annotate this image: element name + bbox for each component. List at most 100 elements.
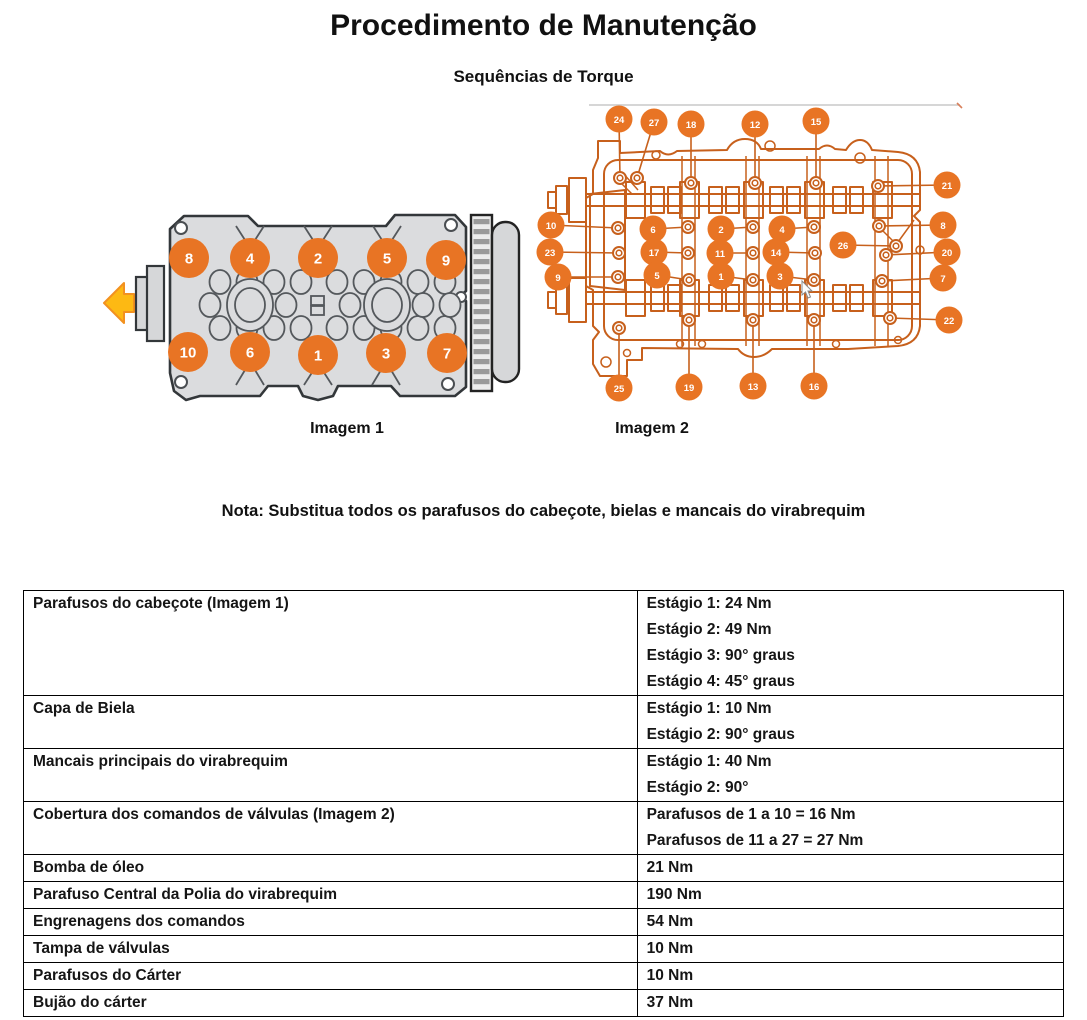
spec-line: 190 Nm [646, 886, 702, 903]
table-row: Bujão do cárter 37 Nm [23, 989, 1065, 1017]
head-bolt-marker-1: 1 [298, 335, 338, 375]
gear-icon [469, 213, 521, 393]
table-row: Bomba de óleo 21 Nm [23, 854, 1065, 882]
left-arrow-icon [103, 282, 135, 324]
cover-bolt-marker-21: 21 [871, 171, 961, 199]
torque-spec-cell: Estágio 1: 40 Nm Estágio 2: 90° [636, 748, 1065, 802]
svg-text:4: 4 [779, 225, 785, 236]
rail-holes [600, 140, 903, 368]
cover-bolt-marker-3: 3 [766, 262, 821, 290]
spec-line: Parafusos de 11 a 27 = 27 Nm [646, 832, 864, 849]
torque-spec-cell: 10 Nm [636, 962, 1065, 990]
spec-line: 21 Nm [646, 859, 694, 876]
component-cell: Engrenagens dos comandos [23, 908, 638, 936]
cover-bolt-marker-25: 25 [605, 321, 633, 402]
svg-text:23: 23 [545, 248, 556, 259]
cover-bolt-marker-27: 27 [630, 108, 668, 185]
cover-bolt-marker-13: 13 [739, 313, 767, 400]
cover-bolt-marker-7: 7 [875, 264, 957, 292]
cylinder-head-diagram: 8 4 2 5 9 10 6 1 3 7 [103, 213, 521, 402]
cover-bolt-marker-16: 16 [800, 313, 828, 400]
svg-text:19: 19 [684, 383, 695, 394]
cover-bolt-marker-24: 24 [605, 105, 633, 185]
crank-snout [134, 264, 166, 343]
table-row: Mancais principais do virabrequim Estágio… [23, 748, 1065, 802]
head-bolt-marker-4: 4 [230, 238, 270, 278]
svg-text:2: 2 [314, 251, 322, 268]
cover-bolt-marker-19: 19 [675, 313, 703, 401]
head-bolt-marker-6: 6 [230, 332, 270, 372]
cover-bolt-marker-1: 1 [707, 262, 760, 290]
spec-line: 54 Nm [646, 913, 694, 930]
svg-text:4: 4 [246, 251, 255, 268]
torque-spec-cell: 54 Nm [636, 908, 1065, 936]
component-cell: Parafusos do cabeçote (Imagem 1) [23, 590, 638, 696]
svg-text:14: 14 [771, 248, 782, 259]
component-cell: Parafusos do Cárter [23, 962, 638, 990]
component-cell: Capa de Biela [23, 695, 638, 749]
svg-text:22: 22 [944, 316, 955, 327]
svg-text:5: 5 [654, 271, 660, 282]
torque-spec-cell: 37 Nm [636, 989, 1065, 1017]
cover-bolt-marker-12: 12 [741, 110, 769, 190]
svg-text:10: 10 [546, 221, 557, 232]
svg-text:24: 24 [614, 115, 625, 126]
head-bolt-marker-2: 2 [298, 238, 338, 278]
cover-bolt-marker-8: 8 [872, 211, 957, 239]
spec-line: Estágio 2: 49 Nm [646, 621, 772, 638]
page-title: Procedimento de Manutenção [330, 9, 757, 42]
table-row: Cobertura dos comandos de válvulas (Imag… [23, 801, 1065, 855]
svg-text:8: 8 [185, 251, 193, 268]
svg-text:6: 6 [650, 225, 655, 236]
table-row: Tampa de válvulas 10 Nm [23, 935, 1065, 963]
cover-bolt-marker-11: 11 [706, 239, 760, 267]
svg-text:7: 7 [443, 346, 451, 363]
svg-text:13: 13 [748, 382, 759, 393]
svg-text:9: 9 [442, 253, 450, 270]
svg-text:18: 18 [686, 120, 697, 131]
table-row: Capa de Biela Estágio 1: 10 Nm Estágio 2: … [23, 695, 1065, 749]
table-row: Parafusos do Cárter 10 Nm [23, 962, 1065, 990]
svg-text:5: 5 [383, 251, 391, 268]
cover-bolt-marker-23: 23 [536, 238, 626, 266]
component-cell: Parafuso Central da Polia do virabrequim [23, 881, 638, 909]
svg-text:26: 26 [838, 241, 849, 252]
torque-spec-cell: Parafusos de 1 a 10 = 16 Nm Parafusos de … [636, 801, 1065, 855]
spec-line: 10 Nm [646, 940, 694, 957]
head-bolt-marker-5: 5 [367, 238, 407, 278]
page-subtitle: Sequências de Torque [453, 67, 634, 86]
cover-bolt-marker-18: 18 [677, 110, 705, 190]
svg-text:7: 7 [940, 274, 945, 285]
spec-line: Estágio 1: 40 Nm [646, 753, 772, 770]
cover-bolt-marker-9: 9 [544, 263, 625, 291]
torque-spec-cell: Estágio 1: 10 Nm Estágio 2: 90° graus [636, 695, 1065, 749]
component-cell: Mancais principais do virabrequim [23, 748, 638, 802]
svg-text:17: 17 [649, 248, 660, 259]
svg-text:11: 11 [715, 249, 726, 260]
head-bolt-marker-7: 7 [427, 333, 467, 373]
table-row: Parafuso Central da Polia do virabrequim… [23, 881, 1065, 909]
cover-bolt-marker-17: 17 [640, 238, 695, 266]
cover-bolt-marker-26: 26 [829, 231, 903, 259]
cover-bolt-marker-20: 20 [879, 238, 961, 266]
svg-text:1: 1 [314, 348, 322, 365]
component-cell: Tampa de válvulas [23, 935, 638, 963]
head-bolt-marker-10: 10 [168, 332, 208, 372]
cover-bolt-marker-4: 4 [768, 215, 821, 243]
spec-line: Parafusos de 1 a 10 = 16 Nm [646, 806, 856, 823]
head-bolt-marker-3: 3 [366, 333, 406, 373]
cover-bolt-marker-6: 6 [639, 215, 695, 243]
component-cell: Bujão do cárter [23, 989, 638, 1017]
svg-text:10: 10 [180, 345, 197, 362]
spec-line: 37 Nm [646, 994, 694, 1011]
spec-line: 10 Nm [646, 967, 694, 984]
svg-text:12: 12 [750, 120, 761, 131]
page-edge-tick [956, 102, 963, 109]
svg-text:25: 25 [614, 384, 625, 395]
spec-line: Estágio 1: 24 Nm [646, 595, 772, 612]
spec-line: Estágio 3: 90° graus [646, 647, 795, 664]
spec-line: Estágio 2: 90° [646, 779, 749, 796]
component-cell: Cobertura dos comandos de válvulas (Imag… [23, 801, 638, 855]
torque-spec-cell: 10 Nm [636, 935, 1065, 963]
cover-bolt-marker-5: 5 [643, 261, 696, 289]
